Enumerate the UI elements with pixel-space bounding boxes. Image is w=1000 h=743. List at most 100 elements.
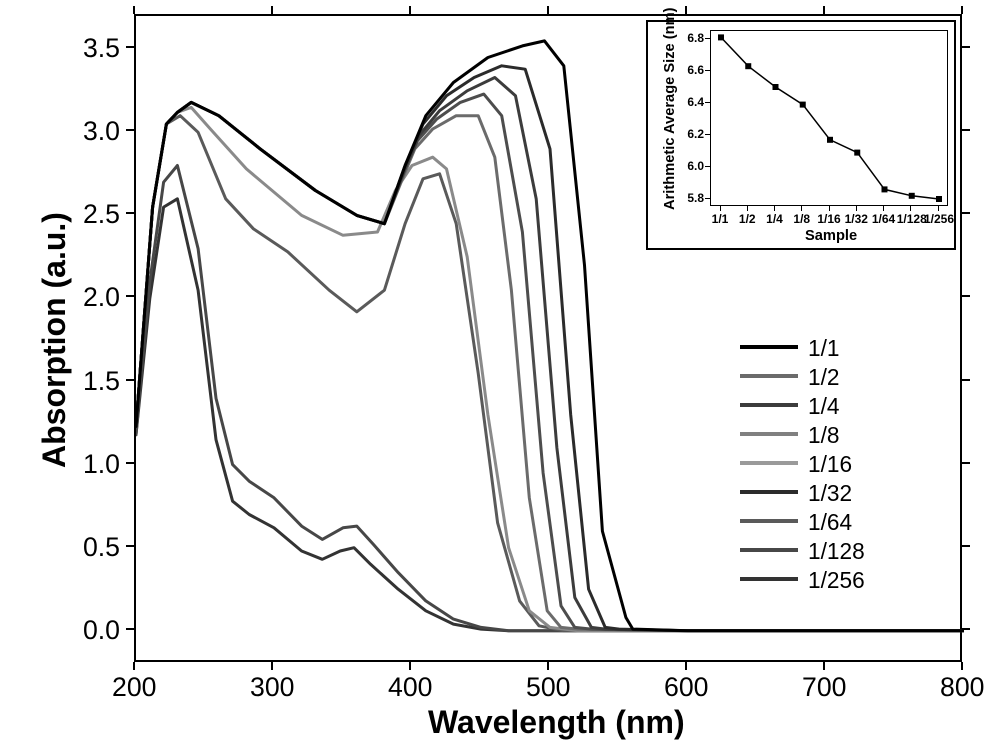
inset-xtick <box>801 206 802 211</box>
ytick-right <box>962 545 970 547</box>
xtick-label: 400 <box>388 672 432 703</box>
ytick-label: 1.0 <box>83 449 120 480</box>
ytick-right <box>962 295 970 297</box>
legend-label: 1/256 <box>808 567 865 594</box>
inset-xtick-label: 1/1 <box>706 212 734 226</box>
inset-marker <box>854 150 860 156</box>
legend-swatch <box>740 432 798 436</box>
inset-ytick-label: 6.0 <box>680 159 704 173</box>
inset-series <box>721 37 939 199</box>
xtick <box>547 662 549 670</box>
inset-xtick-label: 1/128 <box>897 212 925 226</box>
inset-xtick <box>883 206 884 211</box>
ytick <box>126 379 134 381</box>
y-axis-label: Absorption (a.u.) <box>36 212 73 468</box>
inset-xtick <box>747 206 748 211</box>
ytick-right <box>962 129 970 131</box>
inset-marker <box>882 186 888 192</box>
ytick-right <box>962 462 970 464</box>
inset-plot-area <box>710 30 948 206</box>
xtick-top <box>133 6 135 14</box>
xtick-top <box>961 6 963 14</box>
legend-swatch <box>740 548 798 552</box>
legend-label: 1/1 <box>808 335 840 362</box>
inset-marker <box>745 63 751 69</box>
legend-swatch <box>740 490 798 494</box>
inset-ytick-label: 6.2 <box>680 127 704 141</box>
legend-item: 1/8 <box>740 419 930 448</box>
inset-ytick-label: 6.8 <box>680 31 704 45</box>
xtick <box>409 662 411 670</box>
xtick-label: 800 <box>940 672 984 703</box>
ytick-right <box>962 379 970 381</box>
legend-item: 1/64 <box>740 506 930 535</box>
ytick-label: 1.5 <box>83 366 120 397</box>
inset-ytick <box>705 70 710 71</box>
inset-marker <box>773 84 779 90</box>
legend-item: 1/1 <box>740 332 930 361</box>
inset-ytick-label: 6.6 <box>680 63 704 77</box>
xtick-top <box>685 6 687 14</box>
inset-xtick <box>856 206 857 211</box>
legend-label: 1/4 <box>808 393 840 420</box>
legend-item: 1/32 <box>740 477 930 506</box>
inset-marker <box>800 102 806 108</box>
xtick-label: 200 <box>112 672 156 703</box>
inset-x-axis-label: Sample <box>805 228 857 244</box>
inset-ytick <box>705 166 710 167</box>
legend-item: 1/128 <box>740 535 930 564</box>
legend-label: 1/2 <box>808 364 840 391</box>
inset-xtick-label: 1/16 <box>815 212 843 226</box>
ytick <box>126 46 134 48</box>
xtick-top <box>547 6 549 14</box>
ytick-right <box>962 212 970 214</box>
inset-xtick <box>829 206 830 211</box>
ytick-right <box>962 46 970 48</box>
inset-marker <box>827 137 833 143</box>
ytick-label: 0.0 <box>83 615 120 646</box>
inset-xtick-label: 1/64 <box>870 212 898 226</box>
inset-ytick <box>705 38 710 39</box>
xtick-label: 600 <box>664 672 708 703</box>
xtick <box>823 662 825 670</box>
inset-xtick <box>774 206 775 211</box>
legend-label: 1/16 <box>808 451 852 478</box>
ytick-right <box>962 628 970 630</box>
legend-swatch <box>740 461 798 465</box>
ytick <box>126 295 134 297</box>
legend: 1/11/21/41/8 1/161/321/641/128 1/256 <box>740 332 930 593</box>
inset-xtick-label: 1/256 <box>924 212 952 226</box>
inset-xtick <box>910 206 911 211</box>
legend-swatch <box>740 374 798 378</box>
xtick-top <box>823 6 825 14</box>
figure: 2003004005006007008000.00.51.01.52.02.53… <box>0 0 1000 743</box>
xtick <box>133 662 135 670</box>
ytick <box>126 462 134 464</box>
xtick-top <box>409 6 411 14</box>
xtick-label: 500 <box>526 672 570 703</box>
x-axis-label: Wavelength (nm) <box>428 704 685 741</box>
legend-item: 1/16 <box>740 448 930 477</box>
ytick-label: 2.0 <box>83 282 120 313</box>
inset-y-axis-label: Arithmetic Average Size (nm) <box>662 7 678 210</box>
legend-swatch <box>740 577 798 581</box>
legend-swatch <box>740 519 798 523</box>
ytick <box>126 212 134 214</box>
inset-chart: 1/11/21/41/81/161/321/641/1281/2565.86.0… <box>646 20 956 250</box>
inset-xtick <box>938 206 939 211</box>
inset-xtick-label: 1/8 <box>788 212 816 226</box>
ytick-label: 2.5 <box>83 199 120 230</box>
legend-item: 1/256 <box>740 564 930 593</box>
inset-marker <box>936 196 942 202</box>
legend-swatch <box>740 345 798 349</box>
legend-label: 1/32 <box>808 480 852 507</box>
inset-xtick-label: 1/32 <box>842 212 870 226</box>
legend-label: 1/64 <box>808 509 852 536</box>
inset-xtick-label: 1/2 <box>733 212 761 226</box>
ytick-label: 3.5 <box>83 33 120 64</box>
inset-ytick <box>705 134 710 135</box>
xtick-label: 300 <box>250 672 294 703</box>
xtick <box>685 662 687 670</box>
ytick-label: 3.0 <box>83 116 120 147</box>
legend-item: 1/2 <box>740 361 930 390</box>
